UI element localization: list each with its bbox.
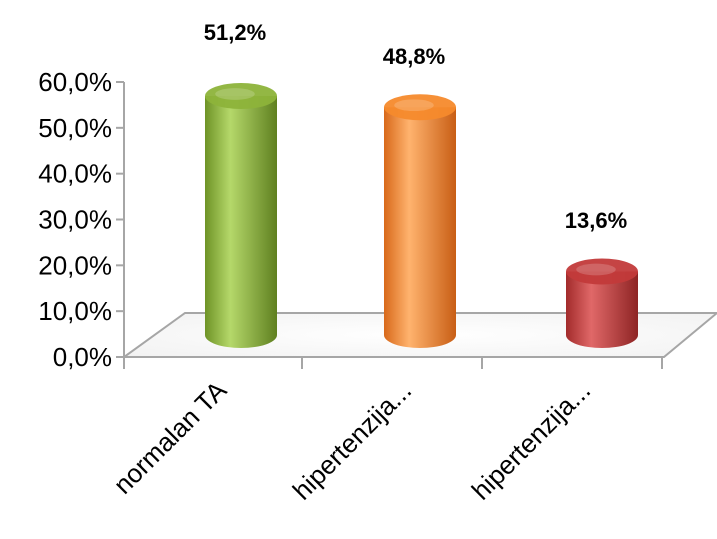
y-tick-label: 20,0%	[38, 250, 112, 280]
data-label: 13,6%	[565, 208, 627, 233]
y-tick-label: 40,0%	[38, 159, 112, 189]
y-tick-label: 10,0%	[38, 296, 112, 326]
bar-1	[205, 83, 277, 348]
y-tick-label: 0,0%	[53, 342, 112, 372]
bar-body	[384, 107, 456, 348]
bar-2	[384, 94, 456, 348]
data-label: 48,8%	[383, 44, 445, 69]
bar-3	[566, 258, 638, 348]
bar-highlight	[394, 99, 434, 112]
bar-top	[205, 83, 277, 109]
bar-top	[566, 258, 638, 285]
bar-body	[205, 96, 277, 348]
data-label: 51,2%	[204, 20, 266, 45]
bar-top	[384, 94, 456, 121]
bar-highlight	[215, 88, 255, 100]
y-tick-label: 50,0%	[38, 113, 112, 143]
bar-body	[566, 271, 638, 348]
category-label: hipertenzija...	[466, 375, 597, 506]
y-tick-label: 60,0%	[38, 67, 112, 97]
y-tick-label: 30,0%	[38, 205, 112, 235]
category-label: normalan TA	[107, 375, 232, 500]
category-label: hipertenzija...	[287, 375, 418, 506]
bar-highlight	[576, 263, 616, 276]
